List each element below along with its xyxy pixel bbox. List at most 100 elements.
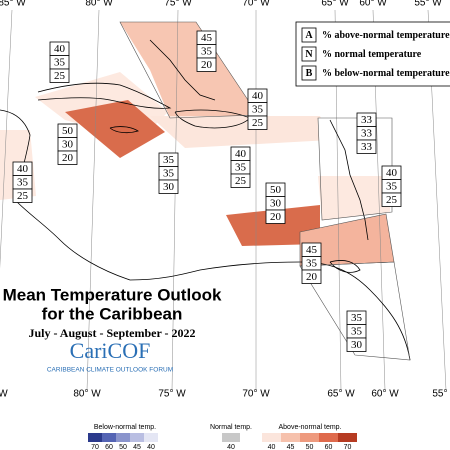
- meridian: [86, 9, 100, 391]
- legend: A % above-normal temperature N % normal tem…: [295, 21, 450, 87]
- longitude-label: 55° W: [414, 0, 442, 9]
- probability: 35: [351, 312, 363, 324]
- box-cell: [247, 115, 268, 130]
- probability: 35: [252, 104, 264, 116]
- colorbar-tick: 50: [119, 444, 127, 450]
- longitude-label: 70° W: [242, 0, 270, 9]
- title: Mean Temperature Outlook: [3, 285, 222, 304]
- probability: 35: [54, 57, 66, 69]
- colorbar-swatch: [102, 433, 116, 442]
- probability: 30: [62, 139, 74, 151]
- logo-subtitle: CARIBBEAN CLIMATE OUTLOOK FORUM: [47, 367, 173, 374]
- box-cell: [265, 209, 286, 224]
- box-cell: [356, 139, 377, 154]
- region: [150, 116, 330, 148]
- coastline: [37, 82, 172, 109]
- region: [318, 176, 390, 220]
- colorbar-swatch: [222, 433, 240, 442]
- region: [65, 100, 165, 158]
- probability: 35: [235, 162, 247, 174]
- box-cell: [230, 173, 251, 188]
- probability: 40: [54, 43, 66, 55]
- colorbar-tick: 40: [268, 444, 276, 450]
- colorbar-tick: 70: [91, 444, 99, 450]
- longitude-label: 85° W: [0, 0, 26, 9]
- probability: 35: [306, 258, 318, 270]
- longitude-label: 80° W: [73, 389, 101, 400]
- probability: 20: [201, 59, 213, 71]
- coastline: [329, 119, 369, 241]
- longitude-label: 75° W: [158, 389, 186, 400]
- coastline: [149, 39, 216, 101]
- box-cell: [12, 188, 33, 203]
- colorbar-label: Below-normal temp.: [94, 424, 156, 431]
- legend-letter: A: [305, 30, 313, 41]
- probability: 40: [235, 148, 247, 160]
- probability: 35: [163, 168, 175, 180]
- probability: 33: [361, 114, 373, 126]
- region: [318, 118, 392, 175]
- probability: 20: [270, 211, 282, 223]
- colorbar-swatch: [262, 433, 281, 442]
- coastline: [109, 126, 139, 134]
- title: for the Caribbean: [42, 304, 183, 323]
- colorbar-swatch: [116, 433, 130, 442]
- probability: 30: [270, 198, 282, 210]
- legend-key: [301, 65, 317, 81]
- period: July - August - September - 2022: [28, 326, 195, 340]
- colorbar-swatch: [281, 433, 300, 442]
- region-fills: [0, 22, 394, 266]
- colorbar: Below-normal temp. 70 60 50 45 40 Normal temp.…: [88, 424, 357, 450]
- legend-text: % above-normal temperature: [322, 30, 450, 41]
- colorbar-swatch: [338, 433, 357, 442]
- probability: 25: [54, 70, 66, 82]
- title-block: Mean Temperature Outlook for the Caribbe…: [3, 285, 222, 373]
- legend-key: [301, 27, 317, 43]
- box-cell: [57, 150, 78, 165]
- longitude-label: 60° W: [371, 389, 399, 400]
- region: [300, 214, 394, 266]
- meridian: [0, 9, 13, 269]
- colorbar-label: Normal temp.: [210, 424, 252, 431]
- probability: 45: [306, 244, 318, 256]
- probability: 25: [235, 175, 247, 187]
- probability: 20: [306, 271, 318, 283]
- box-cell: [381, 192, 402, 207]
- probability: 35: [163, 154, 175, 166]
- probability: 35: [386, 181, 398, 193]
- probability: 50: [62, 125, 74, 137]
- box-cell: [301, 269, 322, 284]
- colorbar-swatch: [130, 433, 144, 442]
- colorbar-tick: 70: [344, 444, 352, 450]
- probability: 20: [62, 152, 74, 164]
- probability: 35: [351, 326, 363, 338]
- legend-letter: B: [306, 68, 313, 79]
- logo: CariCOF: [70, 338, 151, 363]
- colorbar-swatch: [144, 433, 158, 442]
- longitude-label: 60° W: [359, 0, 387, 9]
- longitude-label: 65° W: [321, 0, 349, 9]
- probability: 45: [201, 32, 213, 44]
- colorbar-tick: 40: [227, 444, 235, 450]
- border: [299, 261, 411, 361]
- colorbar-swatch: [88, 433, 102, 442]
- legend-text: % normal temperature: [322, 49, 422, 60]
- probability: 25: [386, 194, 398, 206]
- legend-frame: [295, 21, 450, 87]
- probability: 35: [201, 46, 213, 58]
- probability: 40: [252, 90, 264, 102]
- probability: 30: [163, 181, 175, 193]
- colorbar-tick: 40: [147, 444, 155, 450]
- legend-key: [301, 46, 317, 62]
- coastline: [329, 260, 361, 273]
- probability: 33: [361, 141, 373, 153]
- legend-letter: N: [305, 49, 313, 60]
- colorbar-label: Above-normal temp.: [278, 424, 341, 431]
- longitude-label: 75° W: [164, 0, 192, 9]
- probability: 40: [17, 163, 29, 175]
- longitude-label: 70° W: [242, 389, 270, 400]
- legend-text: % below-normal temperature: [322, 68, 450, 79]
- meridian: [171, 9, 179, 391]
- probability: 33: [361, 128, 373, 140]
